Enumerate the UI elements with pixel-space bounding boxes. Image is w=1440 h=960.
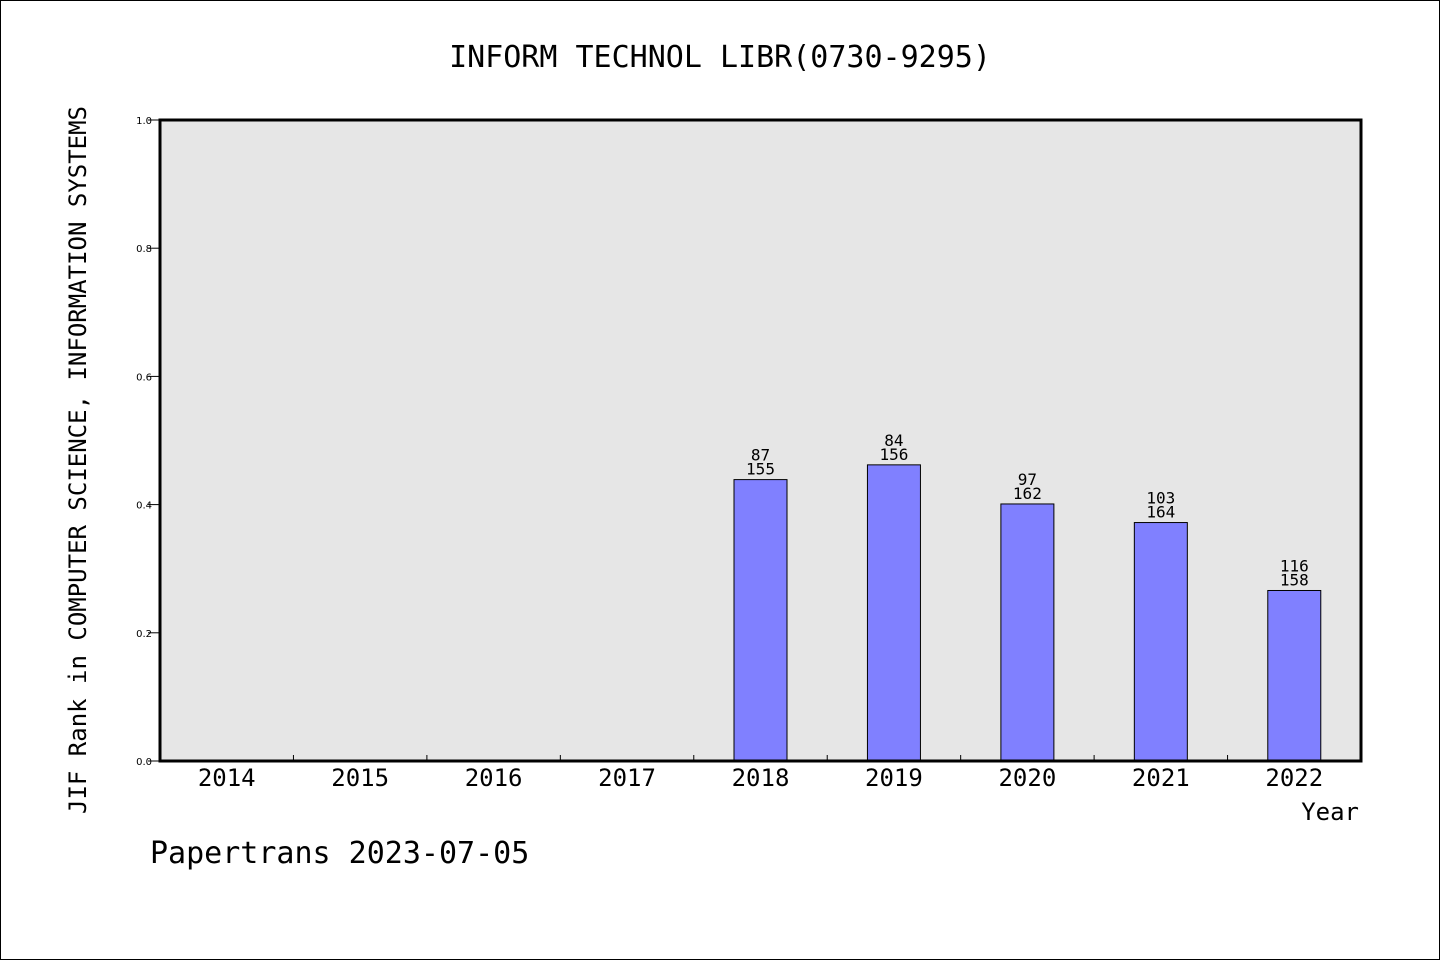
bar-rank-label: 103 — [1146, 489, 1175, 508]
x-tick-label: 2018 — [732, 764, 790, 792]
y-tick-label: 0.4 — [136, 501, 152, 512]
bar-total-label: 158 — [1280, 570, 1309, 589]
y-tick-label: 0.8 — [136, 244, 152, 255]
plot-border — [158, 118, 1363, 763]
x-tick-label: 2021 — [1132, 764, 1190, 792]
footer-credit: Papertrans 2023-07-05 — [150, 836, 529, 871]
bar-2020 — [1000, 503, 1055, 762]
bar-2022 — [1267, 589, 1322, 762]
y-tick-label: 1.0 — [136, 116, 152, 127]
x-tick-label: 2014 — [198, 764, 256, 792]
x-tick-label: 2015 — [331, 764, 389, 792]
x-tick-label: 2020 — [998, 764, 1056, 792]
chart-title: INFORM TECHNOL LIBR(0730-9295) — [449, 40, 991, 75]
x-tick-label: 2019 — [865, 764, 923, 792]
bar-2019 — [866, 464, 921, 762]
y-tick-label: 0.0 — [136, 757, 152, 768]
bar-2018 — [733, 479, 788, 762]
bar-total-label: 156 — [879, 445, 908, 464]
bar-rank-label: 97 — [1018, 470, 1037, 489]
x-axis-label: Year — [1301, 798, 1359, 826]
x-tick-label: 2016 — [465, 764, 523, 792]
bar-rank-label: 84 — [884, 431, 903, 450]
bar-2021 — [1133, 522, 1188, 762]
x-tick-label: 2022 — [1265, 764, 1323, 792]
bar-total-label: 164 — [1146, 503, 1175, 522]
ticks-layer: 0.0 0.2 0.4 0.6 0.8 1.0 2014 2015 2016 2017 2018 20… — [136, 116, 1323, 792]
x-tick-label: 2017 — [598, 764, 656, 792]
bar-total-label: 155 — [746, 460, 775, 479]
y-tick-label: 0.6 — [136, 372, 152, 383]
y-axis-label: JIF Rank in COMPUTER SCIENCE, INFORMATIO… — [64, 106, 92, 814]
y-tick-label: 0.2 — [136, 629, 152, 640]
bar-rank-label: 87 — [751, 446, 770, 465]
bar-total-label: 162 — [1013, 484, 1042, 503]
bar-rank-label: 116 — [1280, 556, 1309, 575]
